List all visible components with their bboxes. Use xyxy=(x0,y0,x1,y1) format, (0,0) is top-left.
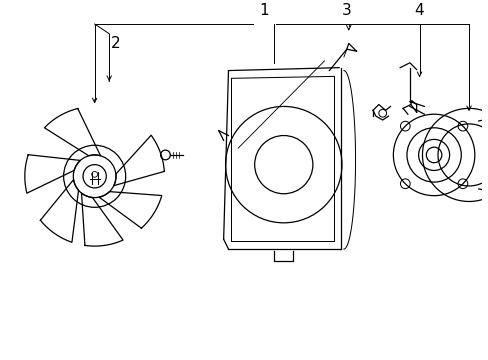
Text: 4: 4 xyxy=(414,3,424,18)
Text: 3: 3 xyxy=(341,3,351,18)
Text: 2: 2 xyxy=(111,36,121,51)
Text: 1: 1 xyxy=(259,3,269,18)
